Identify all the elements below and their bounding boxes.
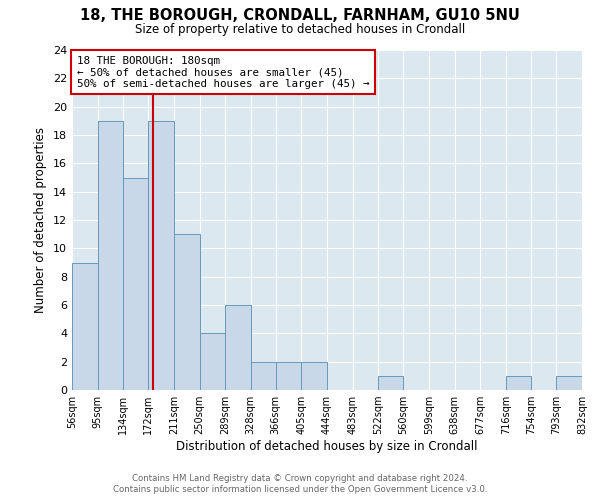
Bar [301,362,327,390]
Bar [174,234,199,390]
Bar [72,262,98,390]
Bar [225,305,251,390]
Bar [148,121,174,390]
Bar [98,121,123,390]
Y-axis label: Number of detached properties: Number of detached properties [34,127,47,313]
Text: 18 THE BOROUGH: 180sqm
← 50% of detached houses are smaller (45)
50% of semi-det: 18 THE BOROUGH: 180sqm ← 50% of detached… [77,56,369,89]
Text: Contains HM Land Registry data © Crown copyright and database right 2024.
Contai: Contains HM Land Registry data © Crown c… [113,474,487,494]
Bar [506,376,531,390]
Bar [251,362,276,390]
Bar [276,362,301,390]
Bar [556,376,582,390]
X-axis label: Distribution of detached houses by size in Crondall: Distribution of detached houses by size … [176,440,478,453]
Bar [123,178,148,390]
Bar [199,334,225,390]
Text: Size of property relative to detached houses in Crondall: Size of property relative to detached ho… [135,22,465,36]
Bar [378,376,403,390]
Text: 18, THE BOROUGH, CRONDALL, FARNHAM, GU10 5NU: 18, THE BOROUGH, CRONDALL, FARNHAM, GU10… [80,8,520,22]
